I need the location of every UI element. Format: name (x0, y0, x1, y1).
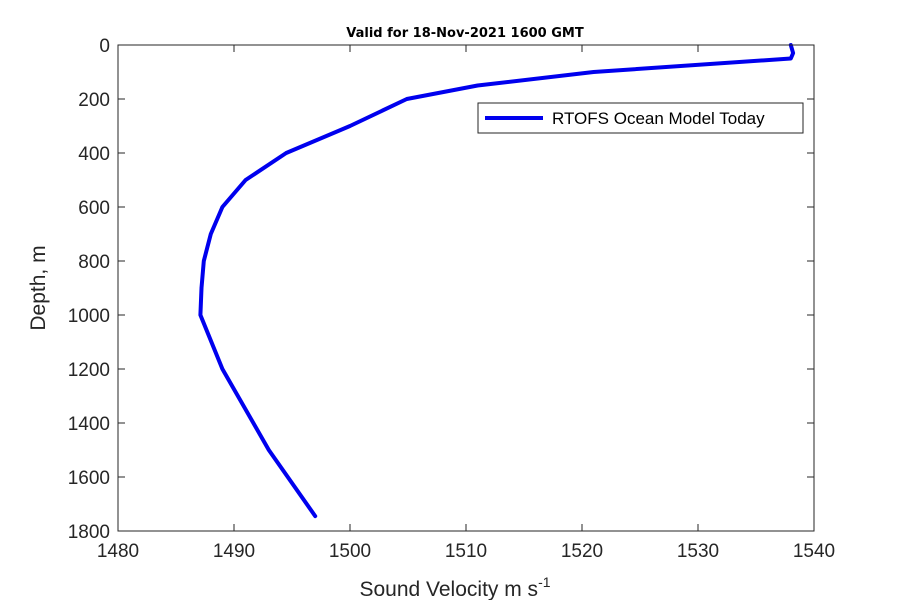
y-tick-label: 1800 (68, 522, 110, 543)
chart-title: Valid for 18-Nov-2021 1600 GMT (346, 26, 584, 41)
x-tick-label: 1520 (561, 541, 603, 562)
y-axis: 0 200 400 600 800 1000 1200 1400 1600 1800 (68, 36, 814, 543)
legend-label: RTOFS Ocean Model Today (552, 109, 765, 128)
y-tick-label: 0 (99, 36, 110, 57)
x-tick-label: 1500 (329, 541, 371, 562)
series-line (198, 43, 796, 519)
x-axis-label: Sound Velocity m s-1 (359, 574, 550, 600)
x-tick-label: 1510 (445, 541, 487, 562)
y-tick-label: 1400 (68, 414, 110, 435)
x-axis-label-superscript: -1 (538, 574, 551, 590)
y-tick-label: 1600 (68, 468, 110, 489)
legend: RTOFS Ocean Model Today (477, 102, 804, 134)
y-tick-label: 200 (78, 90, 110, 111)
x-tick-label: 1540 (793, 541, 835, 562)
x-axis: 1480 1490 1500 1510 1520 1530 1540 (97, 45, 835, 562)
x-tick-label: 1530 (677, 541, 719, 562)
x-tick-label: 1480 (97, 541, 139, 562)
series-layer (198, 43, 796, 519)
y-tick-label: 1200 (68, 360, 110, 381)
y-tick-label: 800 (78, 252, 110, 273)
y-tick-label: 1000 (68, 306, 110, 327)
y-axis-label: Depth, m (27, 245, 50, 330)
x-tick-label: 1490 (213, 541, 255, 562)
y-tick-label: 600 (78, 198, 110, 219)
x-axis-label-text: Sound Velocity m s (359, 578, 538, 600)
y-tick-label: 400 (78, 144, 110, 165)
